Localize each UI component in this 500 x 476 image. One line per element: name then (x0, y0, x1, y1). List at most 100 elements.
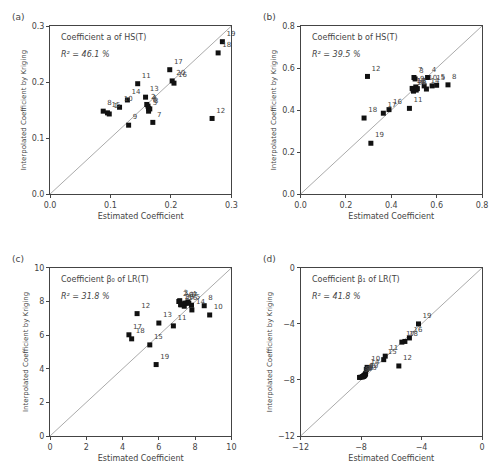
svg-text:20: 20 (176, 69, 185, 77)
svg-text:6: 6 (368, 364, 373, 372)
svg-text:(c): (c) (12, 254, 24, 264)
svg-text:5: 5 (153, 99, 157, 107)
svg-text:16: 16 (393, 98, 402, 106)
svg-text:9: 9 (185, 293, 189, 301)
svg-text:14: 14 (431, 77, 440, 85)
svg-text:13: 13 (150, 85, 159, 93)
svg-text:1: 1 (190, 291, 194, 299)
svg-text:0: 0 (479, 443, 484, 452)
svg-text:3: 3 (419, 67, 423, 75)
svg-text:12: 12 (403, 354, 412, 362)
svg-text:19: 19 (160, 353, 169, 361)
svg-text:R² = 31.8 %: R² = 31.8 % (61, 292, 110, 301)
svg-text:10: 10 (428, 74, 437, 82)
svg-text:6: 6 (189, 291, 194, 299)
svg-text:0.6: 0.6 (430, 201, 443, 210)
svg-text:17: 17 (387, 101, 396, 109)
svg-text:10: 10 (214, 303, 223, 311)
svg-text:15: 15 (154, 333, 163, 341)
svg-text:0.1: 0.1 (104, 201, 117, 210)
svg-text:8: 8 (452, 73, 456, 81)
svg-text:20: 20 (369, 362, 378, 370)
svg-text:4: 4 (367, 365, 372, 373)
svg-text:3: 3 (154, 97, 158, 105)
svg-text:5: 5 (441, 73, 445, 81)
svg-text:10: 10 (226, 443, 236, 452)
svg-text:0.1: 0.1 (32, 134, 45, 143)
svg-text:4: 4 (432, 66, 437, 74)
svg-text:2: 2 (151, 93, 155, 101)
svg-text:Coefficient β₀ of LR(T): Coefficient β₀ of LR(T) (61, 275, 149, 284)
svg-text:12: 12 (141, 302, 150, 310)
svg-text:6: 6 (156, 443, 161, 452)
svg-text:6: 6 (153, 96, 158, 104)
svg-text:8: 8 (364, 366, 368, 374)
svg-text:2: 2 (39, 398, 44, 407)
svg-text:16: 16 (188, 294, 197, 302)
svg-text:18: 18 (409, 330, 418, 338)
svg-text:18: 18 (368, 106, 377, 114)
svg-text:5: 5 (196, 293, 200, 301)
svg-text:16: 16 (414, 326, 423, 334)
svg-text:19: 19 (423, 312, 432, 320)
svg-text:11: 11 (142, 72, 151, 80)
svg-text:Coefficient β₁ of LR(T): Coefficient β₁ of LR(T) (312, 275, 400, 284)
svg-text:Interpolated Coefficient by Kr: Interpolated Coefficient by Kriging (22, 292, 30, 412)
svg-text:3: 3 (368, 364, 372, 372)
svg-text:0.0: 0.0 (282, 190, 295, 199)
svg-text:15: 15 (112, 101, 121, 109)
svg-text:9: 9 (369, 363, 373, 371)
svg-text:R² = 46.1 %: R² = 46.1 % (61, 50, 110, 59)
svg-text:17: 17 (133, 323, 142, 331)
svg-text:9: 9 (133, 113, 137, 121)
svg-text:0.0: 0.0 (294, 201, 307, 210)
svg-text:11: 11 (389, 344, 398, 352)
svg-text:Interpolated Coefficient by Kr: Interpolated Coefficient by Kriging (20, 50, 28, 170)
svg-text:7: 7 (157, 111, 161, 119)
svg-text:18: 18 (222, 41, 231, 49)
svg-text:−12: −12 (278, 432, 295, 441)
svg-text:14: 14 (132, 88, 141, 96)
svg-text:13: 13 (417, 77, 426, 85)
svg-text:7: 7 (418, 66, 422, 74)
svg-text:(a): (a) (12, 12, 25, 22)
svg-text:15: 15 (436, 74, 445, 82)
svg-text:Interpolated Coefficient by Kr: Interpolated Coefficient by Kriging (266, 292, 274, 412)
svg-text:8: 8 (208, 294, 212, 302)
svg-text:Interpolated Coefficient by Kr: Interpolated Coefficient by Kriging (270, 50, 278, 170)
svg-text:19: 19 (375, 131, 384, 139)
svg-text:13: 13 (163, 311, 172, 319)
svg-text:10: 10 (34, 264, 44, 273)
svg-text:4: 4 (152, 94, 157, 102)
svg-text:4: 4 (39, 365, 44, 374)
svg-text:2: 2 (421, 77, 425, 85)
svg-text:17: 17 (406, 330, 415, 338)
svg-text:20: 20 (418, 79, 427, 87)
svg-text:0.0: 0.0 (32, 190, 45, 199)
svg-text:0: 0 (39, 432, 44, 441)
svg-text:4: 4 (120, 443, 125, 452)
svg-text:0.2: 0.2 (340, 201, 353, 210)
svg-text:0: 0 (290, 264, 295, 273)
svg-text:0.8: 0.8 (282, 22, 295, 31)
svg-text:(b): (b) (263, 12, 276, 22)
svg-text:−12: −12 (292, 443, 309, 452)
svg-text:Coefficient a of HS(T): Coefficient a of HS(T) (61, 33, 146, 42)
svg-text:6: 6 (420, 78, 425, 86)
svg-text:18: 18 (136, 327, 145, 335)
svg-text:0.2: 0.2 (282, 148, 295, 157)
svg-text:0.3: 0.3 (32, 22, 45, 31)
svg-text:Estimated Coefficient: Estimated Coefficient (98, 454, 184, 463)
svg-text:0.2: 0.2 (165, 201, 178, 210)
svg-text:0: 0 (47, 443, 52, 452)
svg-text:8: 8 (107, 99, 111, 107)
svg-text:2: 2 (84, 443, 89, 452)
svg-text:10: 10 (124, 95, 133, 103)
svg-text:0.4: 0.4 (282, 106, 295, 115)
svg-text:3: 3 (184, 289, 188, 297)
svg-text:1: 1 (416, 77, 420, 85)
svg-text:11: 11 (414, 96, 423, 104)
svg-text:0.8: 0.8 (476, 201, 489, 210)
svg-text:19: 19 (226, 30, 235, 38)
svg-text:−8: −8 (283, 376, 295, 385)
